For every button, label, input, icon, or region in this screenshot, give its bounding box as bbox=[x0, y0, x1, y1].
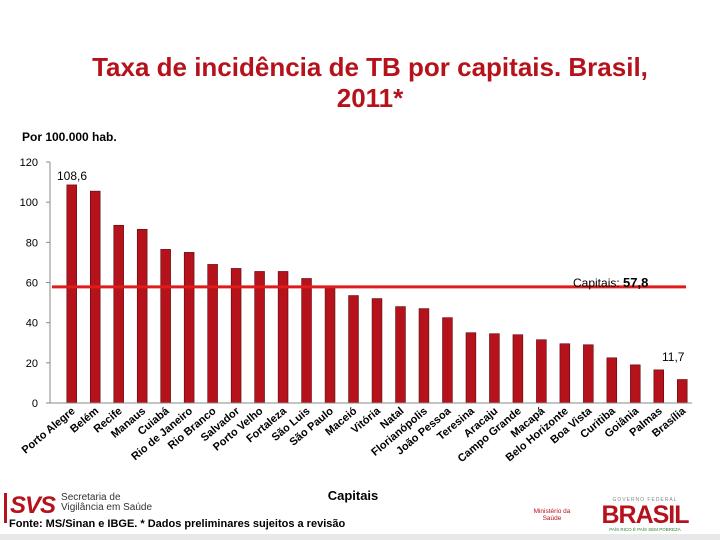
brasil-logo-slogan: PAÍS RICO É PAÍS SEM POBREZA bbox=[609, 527, 681, 532]
bar-palmas bbox=[653, 369, 665, 404]
source-note: Fonte: MS/Sinan e IBGE. * Dados prelimin… bbox=[9, 518, 346, 530]
reference-line-label: Capitais: 57,8 bbox=[573, 275, 648, 290]
bar-curitiba bbox=[606, 357, 618, 404]
bar-são-paulo bbox=[324, 287, 336, 404]
bar-porto-alegre bbox=[66, 184, 77, 404]
svs-logo-text: Secretaria de Vigilância em Saúde bbox=[61, 493, 152, 513]
y-tick-label: 20 bbox=[26, 358, 38, 370]
bar-campo-grande bbox=[512, 334, 524, 404]
bar-vitória bbox=[371, 298, 383, 404]
y-axis-label: Por 100.000 hab. bbox=[22, 130, 117, 144]
bar-belo-horizonte bbox=[559, 343, 571, 404]
bottom-band bbox=[0, 534, 720, 540]
svs-logo-mark: SVS bbox=[10, 492, 56, 519]
first-bar-value-label: 108,6 bbox=[57, 169, 87, 183]
bar-rio-branco bbox=[207, 264, 218, 404]
y-tick-label: 40 bbox=[26, 318, 38, 330]
bar-teresina bbox=[465, 332, 477, 404]
bar-manaus bbox=[136, 228, 148, 404]
brasil-logo-word: BRASIL bbox=[601, 501, 689, 529]
bar-cuiabá bbox=[160, 249, 171, 404]
bar-fortaleza bbox=[277, 271, 289, 404]
y-axis-ticks: 0 20 40 60 80 100 120 bbox=[20, 157, 50, 410]
bar-rio-de-janeiro bbox=[183, 252, 195, 404]
svs-logo-line-2: Vigilância em Saúde bbox=[61, 502, 153, 513]
bar-boa-vista bbox=[583, 344, 594, 404]
chart-title-line-2: 2011* bbox=[336, 83, 404, 113]
bar-aracaju bbox=[489, 333, 500, 404]
bar-recife bbox=[113, 224, 124, 404]
svs-logo-bar bbox=[4, 493, 7, 523]
bar-joão-pessoa bbox=[442, 317, 453, 404]
x-axis-label: Capitais bbox=[328, 488, 379, 503]
y-tick-label: 100 bbox=[20, 197, 38, 209]
bar-salvador bbox=[230, 268, 242, 404]
chart-title-line-1: Taxa de incidência de TB por capitais. B… bbox=[92, 52, 648, 82]
reference-line-label-text: Capitais: bbox=[573, 276, 620, 290]
bar-porto-velho bbox=[254, 271, 265, 404]
y-tick-label: 80 bbox=[26, 237, 38, 249]
bar-natal bbox=[395, 306, 406, 404]
y-tick-label: 120 bbox=[20, 157, 38, 169]
reference-line-value: 57,8 bbox=[623, 275, 648, 290]
bars bbox=[66, 184, 688, 404]
chart-title: Taxa de incidência de TB por capitais. B… bbox=[0, 52, 720, 114]
ministerio-line-1: Ministério da bbox=[533, 508, 571, 515]
ministerio-line-2: Saúde bbox=[542, 515, 562, 522]
bar-brasília bbox=[677, 379, 688, 404]
bar-macapá bbox=[536, 339, 547, 404]
bar-maceió bbox=[348, 295, 359, 404]
last-bar-value-label: 11,7 bbox=[662, 350, 685, 364]
brasil-logo-top-text: GOVERNO FEDERAL bbox=[612, 497, 678, 503]
category-label: Porto Alegre bbox=[20, 405, 78, 456]
bar-são-luis bbox=[301, 278, 312, 404]
brasil-governo-federal-logo: GOVERNO FEDERAL BRASIL PAÍS RICO É PAÍS … bbox=[596, 497, 694, 532]
bar-florianópolis bbox=[418, 308, 430, 404]
y-tick-label: 0 bbox=[32, 398, 38, 410]
bar-goiânia bbox=[630, 364, 641, 404]
ministerio-da-saude-logo: Ministério da Saúde bbox=[532, 508, 572, 522]
bar-belém bbox=[89, 190, 101, 404]
svs-logo-line-1: Secretaria de bbox=[61, 492, 121, 503]
y-tick-label: 60 bbox=[26, 278, 38, 290]
svs-logo: SVS Secretaria de Vigilância em Saúde bbox=[4, 493, 152, 527]
